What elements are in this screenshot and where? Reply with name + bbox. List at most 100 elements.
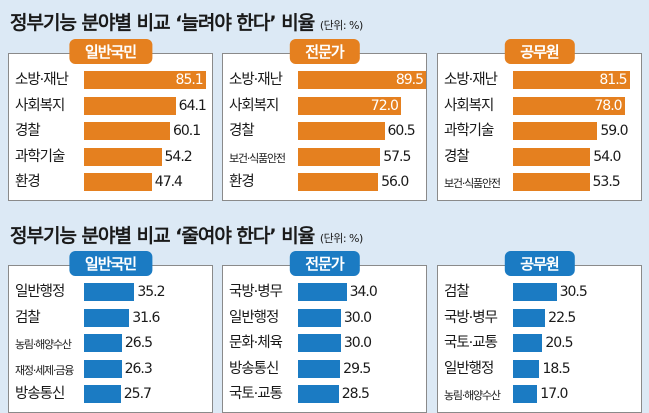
category-label: 소방·재난 <box>444 72 498 88</box>
category-label: 사회복지 <box>15 97 65 114</box>
category-label: 경찰 <box>229 123 255 139</box>
bar <box>513 147 591 166</box>
bar <box>84 283 135 301</box>
category-label: 사회복지 <box>444 97 494 114</box>
group-label: 공무원 <box>504 39 575 64</box>
unit-label: (단위: %) <box>319 19 363 32</box>
bar-row: 소방·재난 85.1 <box>9 69 212 91</box>
bar-row: 검찰 31.6 <box>9 307 212 329</box>
category-label: 국토·교통 <box>444 335 498 351</box>
category-label: 일반행정 <box>229 309 279 326</box>
value-label: 25.7 <box>123 386 152 402</box>
group-label: 일반국민 <box>68 39 153 64</box>
bar-row: 경찰 60.1 <box>9 120 212 142</box>
value-label: 78.0 <box>594 97 622 114</box>
bar-row: 재정·세제·금융 26.3 <box>9 358 212 380</box>
value-label: 85.1 <box>175 72 204 88</box>
bar <box>298 147 381 166</box>
group-label: 공무원 <box>504 251 575 276</box>
decrease-panel-2: 전문가 국방·병무 34.0 일반행정 30.0 문화·체육 30.0 방송통신 29.5 국토·… <box>222 251 427 413</box>
value-label: 17.0 <box>540 386 568 402</box>
bar-row: 소방·재난 81.5 <box>438 69 641 91</box>
value-label: 28.5 <box>341 386 370 402</box>
category-label: 농림·해양수산 <box>15 338 72 351</box>
category-label: 국방·병무 <box>444 309 498 326</box>
value-label: 54.0 <box>593 148 621 165</box>
bar <box>513 359 540 378</box>
value-label: 57.5 <box>383 148 411 165</box>
value-label: 35.2 <box>137 284 165 300</box>
bar <box>513 173 590 191</box>
category-label: 검찰 <box>15 309 41 326</box>
bar <box>298 283 347 301</box>
category-label: 농림·해양수산 <box>444 389 501 402</box>
bar-row: 사회복지 72.0 <box>223 95 426 117</box>
bar-row: 보건·식품안전 57.5 <box>223 146 426 168</box>
unit-label: (단위: %) <box>319 232 363 245</box>
title-text: 정부기능 분야별 비교 ‘늘려야 한다’ 비율 <box>10 12 315 34</box>
bar-row: 환경 56.0 <box>223 171 426 193</box>
bar-row: 농림·해양수산 17.0 <box>438 383 641 405</box>
bar <box>513 71 630 89</box>
bar <box>298 334 341 352</box>
bar <box>84 334 122 352</box>
group-label: 일반국민 <box>68 251 153 276</box>
bar <box>298 96 401 115</box>
value-label: 34.0 <box>349 284 378 300</box>
value-label: 60.1 <box>172 123 201 139</box>
bar <box>513 334 543 352</box>
value-label: 60.5 <box>387 123 416 139</box>
increase-panel-1: 일반국민 소방·재난 85.1 사회복지 64.1 경찰 60.1 과학기술 54.2 환경 47.… <box>8 39 213 201</box>
bar-row: 일반행정 30.0 <box>223 307 426 329</box>
value-label: 22.5 <box>548 309 576 326</box>
value-label: 59.0 <box>600 123 628 139</box>
value-label: 20.5 <box>545 335 573 351</box>
bar-row: 경찰 54.0 <box>438 146 641 168</box>
bar <box>84 308 130 327</box>
bar <box>84 385 121 403</box>
bar <box>298 71 426 89</box>
category-label: 국토·교통 <box>229 386 283 402</box>
group-label: 전문가 <box>289 251 360 276</box>
value-label: 54.2 <box>164 148 193 165</box>
group-label: 전문가 <box>289 39 360 64</box>
category-label: 과학기술 <box>444 123 494 139</box>
decrease-chart-title: 정부기능 분야별 비교 ‘줄여야 한다’ 비율 (단위: %) <box>10 221 363 248</box>
bar <box>84 359 122 378</box>
bar-row: 과학기술 59.0 <box>438 120 641 142</box>
category-label: 국방·병무 <box>229 284 283 300</box>
bar-row: 보건·식품안전 53.5 <box>438 171 641 193</box>
bar <box>298 173 379 191</box>
bar-row: 소방·재난 89.5 <box>223 69 426 91</box>
category-label: 사회복지 <box>229 97 279 114</box>
bar <box>298 385 339 403</box>
category-label: 일반행정 <box>444 360 494 377</box>
bar-row: 검찰 30.5 <box>438 281 641 303</box>
category-label: 문화·체육 <box>229 335 283 351</box>
value-label: 47.4 <box>154 174 183 190</box>
bar-row: 농림·해양수산 26.5 <box>9 332 212 354</box>
value-label: 30.0 <box>343 309 372 326</box>
bar <box>84 173 152 191</box>
category-label: 경찰 <box>444 148 470 165</box>
bar <box>513 308 546 327</box>
category-label: 방송통신 <box>229 360 279 377</box>
value-label: 89.5 <box>395 72 424 88</box>
bar-row: 사회복지 78.0 <box>438 95 641 117</box>
value-label: 26.5 <box>124 335 153 351</box>
bar <box>513 96 625 115</box>
category-label: 과학기술 <box>15 148 65 165</box>
title-text: 정부기능 분야별 비교 ‘줄여야 한다’ 비율 <box>10 225 315 247</box>
bar <box>84 71 206 89</box>
bar-row: 국방·병무 22.5 <box>438 307 641 329</box>
value-label: 18.5 <box>542 360 570 377</box>
value-label: 64.1 <box>178 97 207 114</box>
bar <box>513 283 557 301</box>
bar <box>84 147 162 166</box>
category-label: 보건·식품안전 <box>229 151 286 165</box>
value-label: 72.0 <box>370 97 399 114</box>
category-label: 검찰 <box>444 284 470 300</box>
bar-row: 경찰 60.5 <box>223 120 426 142</box>
